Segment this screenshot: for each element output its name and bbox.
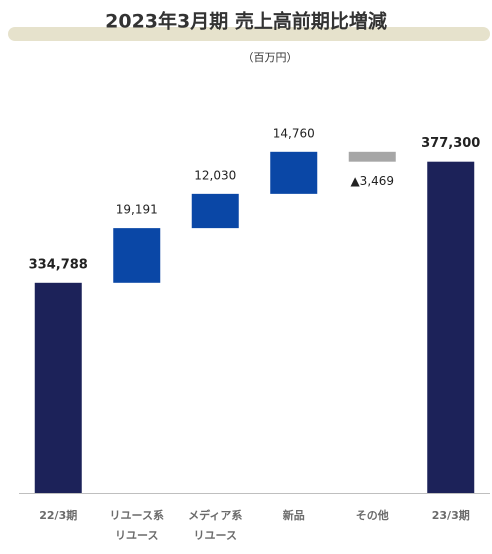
x-tick-label: リユース系 リユース	[109, 509, 164, 542]
value-label: 14,760	[273, 126, 315, 140]
value-label: 377,300	[421, 136, 480, 151]
chart-title: 2023年3月期 売上高前期比増減	[105, 10, 387, 33]
value-label: 334,788	[29, 257, 88, 272]
x-tick-label: 新品	[282, 509, 305, 522]
bar	[34, 282, 82, 493]
bar	[191, 193, 239, 229]
value-label: ▲3,469	[350, 174, 394, 188]
x-tick-label: 22/3期	[39, 509, 78, 522]
bar	[113, 228, 161, 283]
unit-label: （百万円）	[243, 51, 298, 64]
x-tick-label: メディア系 リユース	[188, 509, 243, 542]
x-tick-label: 23/3期	[431, 509, 470, 522]
value-label: 19,191	[116, 203, 158, 217]
bar	[427, 161, 475, 493]
title-band	[8, 27, 490, 41]
x-tick-label: その他	[355, 509, 389, 522]
bar	[348, 151, 396, 162]
value-label: 12,030	[194, 168, 236, 182]
bar	[270, 151, 318, 194]
